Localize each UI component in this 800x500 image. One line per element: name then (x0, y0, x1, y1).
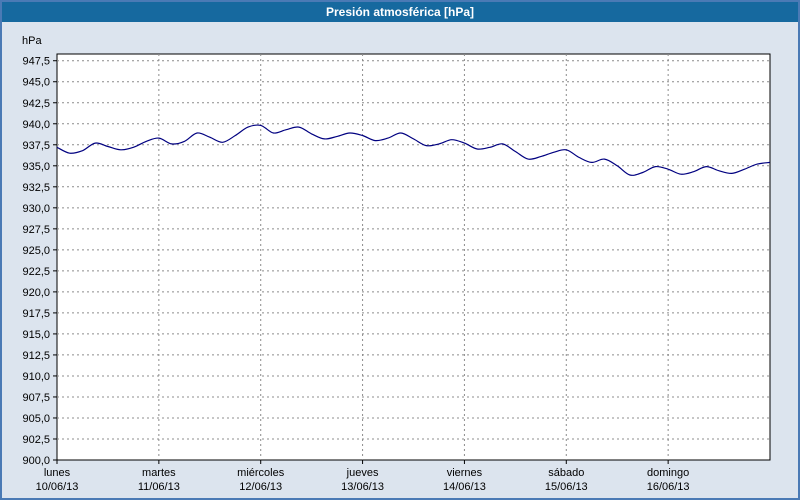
chart-title: Presión atmosférica [hPa] (2, 2, 798, 22)
plot-area (56, 53, 771, 461)
x-day-label: domingo (647, 467, 689, 479)
y-tick-label: 917,5 (22, 308, 50, 320)
x-date-label: 11/06/13 (138, 481, 180, 493)
x-date-label: 14/06/13 (443, 481, 486, 493)
y-tick-label: 900,0 (22, 455, 50, 467)
x-date-label: 13/06/13 (341, 481, 384, 493)
y-tick-label: 905,0 (22, 413, 50, 425)
y-tick-label: 942,5 (22, 98, 50, 110)
y-tick-label: 932,5 (22, 182, 50, 194)
y-tick-label: 935,0 (22, 161, 50, 173)
x-date-label: 10/06/13 (36, 481, 79, 493)
y-tick-label: 940,0 (22, 119, 50, 131)
y-tick-label: 937,5 (22, 140, 50, 152)
x-date-label: 15/06/13 (545, 481, 588, 493)
y-tick-label: 902,5 (22, 434, 50, 446)
x-date-label: 12/06/13 (239, 481, 282, 493)
y-tick-label: 927,5 (22, 224, 50, 236)
pressure-chart: 947,5 945,0 942,5 940,0 937,5 935,0 932,5 930,0… (22, 35, 771, 493)
y-tick-label: 907,5 (22, 392, 50, 404)
pressure-line (56, 124, 771, 176)
y-axis-title: hPa (22, 35, 42, 47)
y-tick-label: 945,0 (22, 77, 50, 89)
x-day-label: miércoles (237, 467, 285, 479)
y-tick-label: 910,0 (22, 371, 50, 383)
x-day-label: lunes (44, 467, 71, 479)
y-tick-label: 915,0 (22, 329, 50, 341)
y-tick-label: 922,5 (22, 266, 50, 278)
y-tick-label: 912,5 (22, 350, 50, 362)
y-tick-label: 920,0 (22, 287, 50, 299)
y-tick-label: 925,0 (22, 245, 50, 257)
x-day-label: jueves (346, 467, 379, 479)
x-date-label: 16/06/13 (647, 481, 690, 493)
x-day-label: viernes (447, 467, 483, 479)
y-tick-label: 947,5 (22, 56, 50, 68)
x-day-label: martes (142, 467, 176, 479)
x-day-label: sábado (548, 467, 584, 479)
y-tick-label: 930,0 (22, 203, 50, 215)
